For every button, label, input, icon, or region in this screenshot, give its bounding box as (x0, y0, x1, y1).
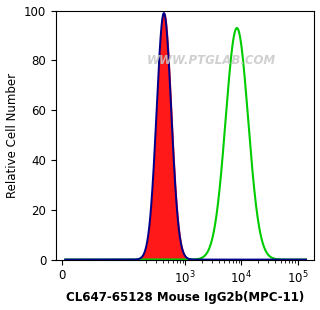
X-axis label: CL647-65128 Mouse IgG2b(MPC-11): CL647-65128 Mouse IgG2b(MPC-11) (66, 291, 304, 304)
Text: WWW.PTGLAB.COM: WWW.PTGLAB.COM (147, 54, 276, 67)
Y-axis label: Relative Cell Number: Relative Cell Number (5, 73, 19, 197)
